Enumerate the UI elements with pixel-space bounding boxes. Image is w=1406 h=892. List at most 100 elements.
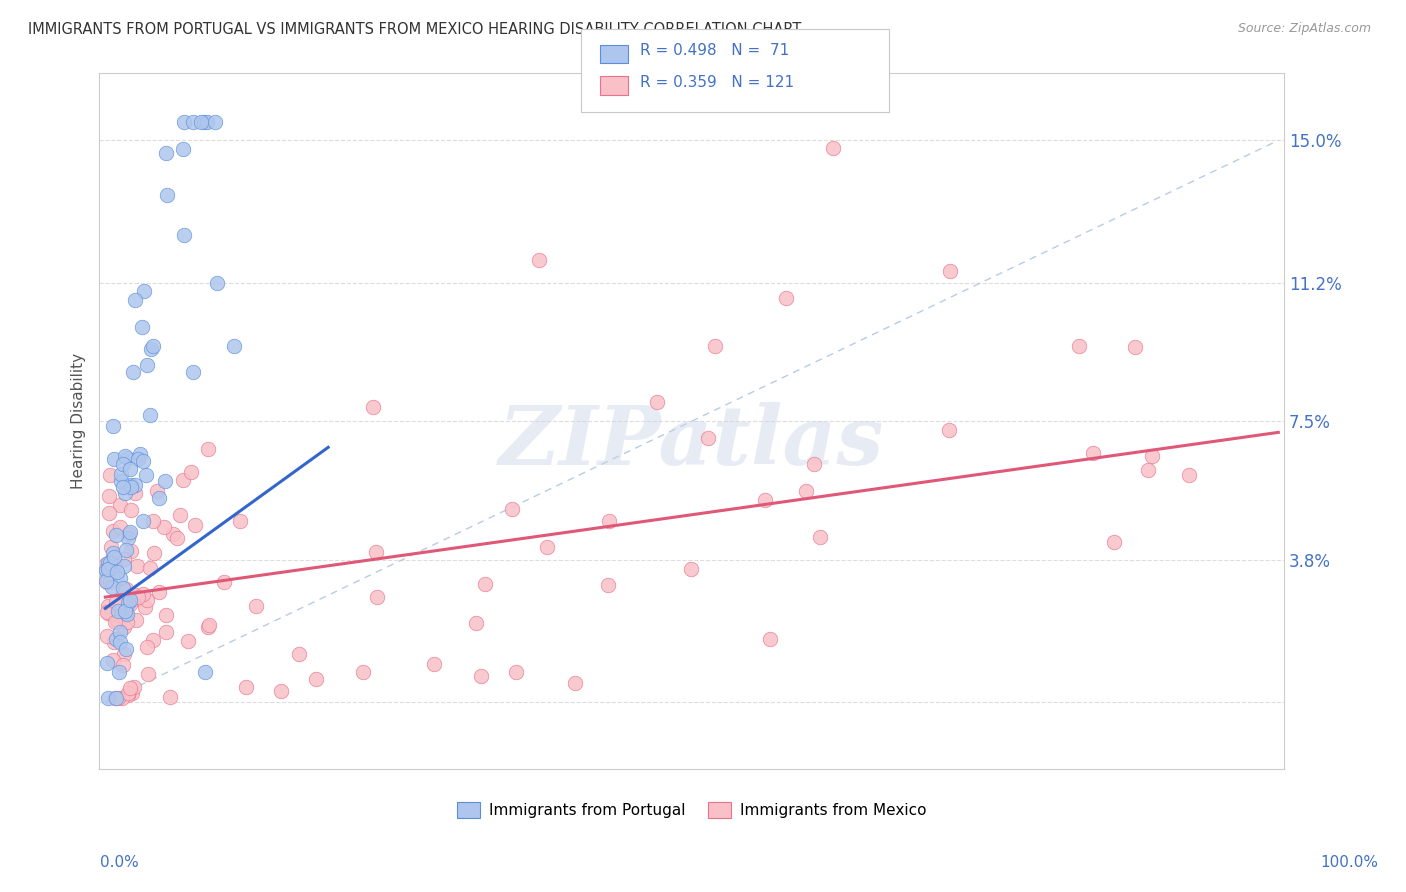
Point bbox=[422, 657, 444, 672]
Point bbox=[474, 577, 496, 591]
Point bbox=[103, 524, 125, 539]
Point bbox=[117, 532, 139, 546]
Point bbox=[107, 691, 129, 706]
Point bbox=[501, 502, 523, 516]
Point bbox=[197, 620, 219, 634]
Point bbox=[96, 557, 118, 571]
Text: ZIPatlas: ZIPatlas bbox=[499, 402, 884, 482]
Point bbox=[1142, 449, 1164, 463]
Point bbox=[153, 520, 176, 534]
Point bbox=[464, 615, 486, 630]
Point bbox=[754, 493, 776, 508]
Point bbox=[198, 618, 221, 632]
Point bbox=[134, 599, 156, 614]
Point bbox=[117, 607, 139, 621]
Point bbox=[156, 187, 179, 202]
Point bbox=[114, 604, 136, 618]
Point bbox=[118, 462, 141, 476]
Point bbox=[1178, 468, 1201, 483]
Point bbox=[645, 395, 668, 409]
Point bbox=[536, 540, 558, 554]
Point bbox=[96, 575, 118, 590]
Point bbox=[1083, 445, 1105, 459]
Point bbox=[112, 581, 135, 595]
Point bbox=[97, 607, 120, 621]
Point bbox=[104, 691, 127, 706]
Point bbox=[125, 559, 148, 574]
Text: Source: ZipAtlas.com: Source: ZipAtlas.com bbox=[1237, 22, 1371, 36]
Point bbox=[139, 561, 162, 575]
Point bbox=[96, 557, 118, 571]
Point bbox=[112, 598, 135, 612]
Point bbox=[136, 593, 159, 607]
Point bbox=[172, 473, 194, 487]
Text: R = 0.498   N =  71: R = 0.498 N = 71 bbox=[640, 44, 789, 58]
Point bbox=[96, 574, 118, 588]
Point bbox=[120, 503, 142, 517]
Point bbox=[115, 451, 138, 466]
Point bbox=[205, 276, 228, 290]
Point bbox=[111, 480, 134, 494]
Point bbox=[122, 680, 145, 694]
Point bbox=[110, 613, 132, 627]
Point bbox=[1123, 340, 1146, 354]
Point bbox=[136, 358, 159, 372]
Point bbox=[1137, 463, 1160, 477]
Point bbox=[204, 114, 226, 128]
Point bbox=[172, 142, 194, 156]
Point bbox=[821, 141, 844, 155]
Point bbox=[98, 555, 121, 569]
Point bbox=[101, 580, 124, 594]
Point bbox=[224, 339, 246, 353]
Point bbox=[364, 545, 387, 559]
Point bbox=[177, 633, 200, 648]
Point bbox=[96, 563, 118, 577]
Point bbox=[110, 571, 132, 585]
Point bbox=[143, 546, 166, 560]
Point bbox=[153, 474, 176, 488]
Point bbox=[124, 486, 146, 500]
Point bbox=[118, 525, 141, 540]
Point bbox=[96, 556, 118, 570]
Point bbox=[103, 634, 125, 648]
Point bbox=[121, 686, 143, 700]
Point bbox=[245, 599, 267, 613]
Point bbox=[115, 543, 138, 558]
Point bbox=[169, 508, 191, 522]
Point bbox=[108, 665, 131, 679]
Point bbox=[122, 365, 145, 379]
Point bbox=[775, 291, 797, 305]
Point bbox=[104, 632, 127, 646]
Text: 0.0%: 0.0% bbox=[100, 855, 139, 870]
Point bbox=[98, 557, 121, 571]
Point bbox=[287, 647, 309, 661]
Point bbox=[100, 540, 122, 554]
Point bbox=[697, 431, 720, 445]
Point bbox=[104, 615, 127, 629]
Point bbox=[111, 691, 134, 706]
Point bbox=[803, 458, 825, 472]
Point bbox=[101, 418, 124, 433]
Point bbox=[105, 691, 128, 706]
Point bbox=[146, 484, 169, 499]
Point bbox=[127, 590, 149, 604]
Point bbox=[180, 465, 202, 479]
Point bbox=[115, 615, 138, 629]
Point bbox=[159, 690, 181, 704]
Point bbox=[115, 641, 138, 656]
Point bbox=[107, 614, 129, 628]
Point bbox=[173, 114, 195, 128]
Point bbox=[108, 635, 131, 649]
Point bbox=[131, 319, 153, 334]
Point bbox=[148, 491, 170, 506]
Point bbox=[97, 691, 120, 706]
Point bbox=[470, 669, 492, 683]
Point bbox=[138, 408, 160, 422]
Point bbox=[131, 515, 153, 529]
Point bbox=[808, 530, 831, 544]
Point bbox=[103, 558, 125, 573]
Point bbox=[124, 588, 146, 602]
Text: 100.0%: 100.0% bbox=[1320, 855, 1379, 870]
Point bbox=[363, 400, 385, 414]
Point bbox=[228, 515, 250, 529]
